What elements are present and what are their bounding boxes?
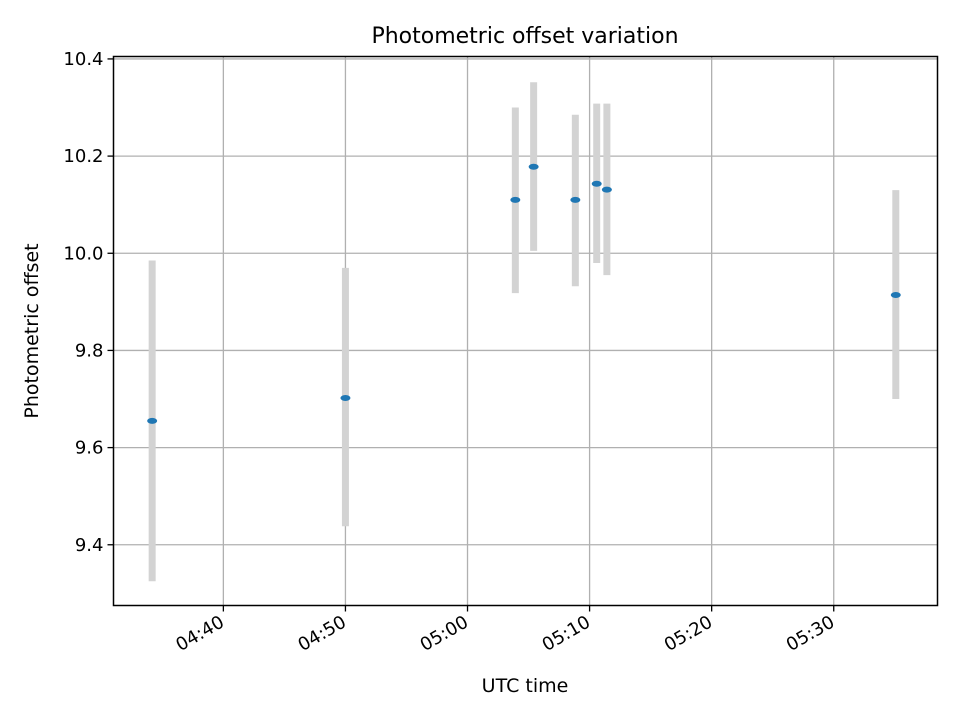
y-axis-label: Photometric offset [21, 243, 43, 418]
y-tick-label: 9.4 [75, 535, 104, 556]
data-point [570, 196, 581, 203]
x-axis-label: UTC time [482, 675, 569, 697]
grid-layer [113, 56, 938, 606]
chart-title: Photometric offset variation [371, 24, 678, 49]
data-point [591, 180, 602, 187]
y-tick-label: 9.8 [75, 340, 104, 361]
y-tick-label: 10.0 [63, 243, 103, 264]
point-layer [147, 163, 901, 424]
data-point [147, 417, 158, 424]
y-tick-label: 10.4 [63, 49, 103, 70]
y-tick-label: 9.6 [75, 438, 104, 459]
y-tick-label: 10.2 [63, 146, 103, 167]
data-point [890, 292, 901, 299]
data-point [601, 186, 612, 193]
plot-frame [112, 55, 939, 607]
data-point [340, 395, 351, 402]
data-point [528, 163, 539, 170]
data-point [510, 196, 521, 203]
